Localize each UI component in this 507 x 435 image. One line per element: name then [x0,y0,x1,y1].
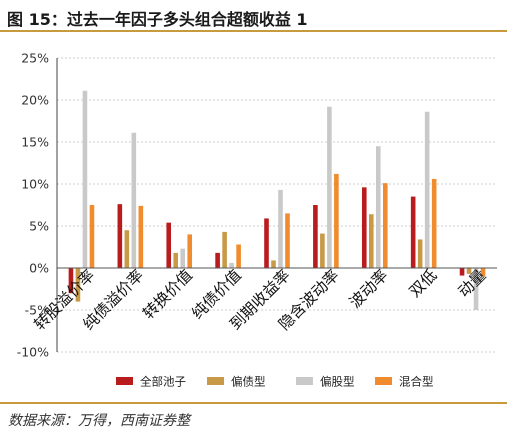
bar [473,268,479,310]
y-tick-label: -10% [17,345,49,360]
legend: 全部池子 偏债型 偏股型 混合型 [116,375,434,389]
y-tick-label: 5% [29,219,49,234]
title-divider [0,30,507,32]
y-tick-label: 15% [21,135,49,150]
bar [180,248,186,268]
bar [117,204,123,268]
bars [68,90,486,310]
bar [368,214,374,268]
y-tick-label: 20% [21,93,49,108]
legend-label: 全部池子 [140,375,186,389]
figure-title: 图 15：过去一年因子多头组合超额收益 1 [7,10,308,29]
x-tick-label: 波动率 [346,266,392,312]
bar [361,187,367,268]
grid-lines [57,57,497,353]
y-tick-label: 0% [29,261,49,276]
bar [75,268,81,302]
legend-swatch [116,377,133,385]
bar [431,178,437,268]
bar [229,262,234,268]
legend-swatch [207,377,224,385]
x-tick-label: 转换价值 [139,266,196,323]
bar [264,218,269,268]
x-tick-label: 双低 [406,266,441,301]
bar [410,196,416,268]
legend-label: 偏债型 [231,375,266,389]
bar [327,106,332,268]
bar [382,183,388,268]
bar [131,132,137,268]
bar [466,268,472,274]
bar [459,268,465,276]
legend-label: 偏股型 [320,375,355,389]
bar [480,268,486,277]
bar [138,205,144,268]
bar [285,213,290,268]
y-tick-label: 25% [21,51,49,66]
bar [173,252,179,268]
bar [124,230,130,268]
bar [278,189,283,268]
y-tick-label: 10% [21,177,49,192]
bar [82,90,88,268]
bar [68,268,74,294]
bar [89,205,95,268]
footer-divider [0,402,507,404]
bar-chart: -10%-5%0%5%10%15%20%25%转股溢价率纯债溢价率转换价值纯债价… [17,51,497,389]
legend-swatch [296,377,313,385]
bar [313,205,318,268]
bar [417,239,423,268]
legend-label: 混合型 [399,375,434,389]
bar [222,231,227,268]
bar [166,222,172,268]
bar [271,260,276,268]
bar [375,146,381,268]
bar [334,173,339,268]
bar [187,234,193,268]
legend-swatch [375,377,392,385]
bar [320,233,325,268]
bar [215,252,220,268]
y-tick-label: -5% [25,303,49,318]
bar [424,111,430,268]
source-note: 数据来源：万得，西南证券整 [8,413,190,429]
bar [236,244,241,268]
